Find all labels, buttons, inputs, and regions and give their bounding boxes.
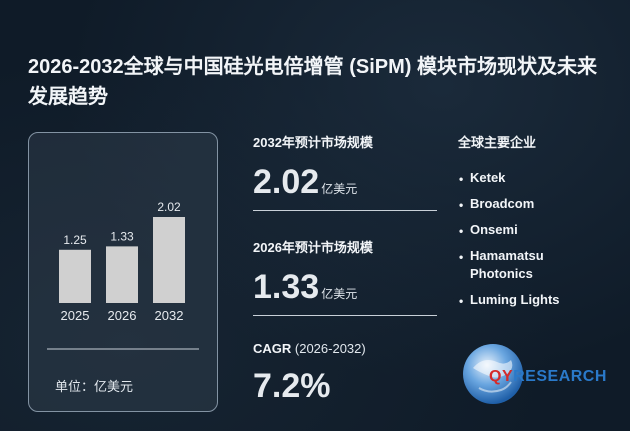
bullet-icon: • [459, 224, 464, 238]
bullet-icon: • [459, 294, 464, 308]
cagr-value: 7.2% [253, 367, 331, 405]
stat-2032-label: 2032年预计市场规模 [253, 135, 373, 150]
divider [253, 210, 437, 211]
stat-2032: 2032年预计市场规模 2.02 亿美元 [253, 132, 437, 211]
company-name: Broadcom [470, 196, 535, 211]
logo-part-research: RESEARCH [513, 368, 607, 385]
value-label: 1.25 [63, 233, 87, 247]
stat-2026: 2026年预计市场规模 1.33 亿美元 [253, 237, 437, 316]
chart-card: 1.25 2025 1.33 2026 2.02 2032 单位：亿美元 [28, 132, 218, 412]
divider [253, 315, 437, 316]
value-label: 1.33 [110, 229, 134, 243]
unit-label: 单位：亿美元 [55, 379, 134, 394]
stat-2032-value: 2.02 [253, 163, 320, 201]
company-item: • Broadcom [458, 195, 618, 213]
cagr-label: CAGR [253, 341, 292, 356]
company-item: • Hamamatsu Photonics [458, 247, 618, 283]
company-item: • Onsemi [458, 221, 618, 239]
cagr-period: (2026-2032) [291, 341, 366, 356]
logo-wordmark: QYRESEARCH [489, 368, 607, 386]
bullet-icon: • [459, 198, 464, 212]
stat-2032-unit: 亿美元 [321, 182, 358, 196]
bullet-icon: • [459, 250, 464, 264]
value-label: 2.02 [157, 200, 181, 214]
bar-2032 [153, 217, 185, 303]
stats-column: 2032年预计市场规模 2.02 亿美元 2026年预计市场规模 1.33 亿美元 … [253, 132, 437, 406]
company-item: • Luming Lights [458, 291, 618, 309]
stat-2026-label: 2026年预计市场规模 [253, 240, 373, 255]
company-name: Hamamatsu [470, 248, 544, 263]
category-label: 2032 [155, 308, 184, 323]
company-name: Onsemi [470, 222, 518, 237]
company-name-line2: Photonics [470, 266, 533, 281]
companies-header: 全球主要企业 [458, 135, 537, 150]
company-name: Luming Lights [470, 292, 560, 307]
bar-2026 [106, 246, 138, 303]
company-item: • Ketek [458, 169, 618, 187]
logo-part-qy: QY [489, 368, 514, 385]
qyresearch-logo: QYRESEARCH [459, 338, 609, 408]
category-label: 2026 [108, 308, 137, 323]
companies-column: 全球主要企业 • Ketek • Broadcom • Onsemi • Hamamatsu P… [458, 132, 618, 317]
stat-cagr: CAGR (2026-2032) 7.2% [253, 338, 437, 406]
bullet-icon: • [459, 172, 464, 186]
stat-2026-value: 1.33 [253, 268, 320, 306]
company-list: • Ketek • Broadcom • Onsemi • Hamamatsu Photonic… [458, 169, 618, 309]
stat-2026-unit: 亿美元 [321, 287, 358, 301]
category-label: 2025 [61, 308, 90, 323]
bar-chart: 1.25 2025 1.33 2026 2.02 2032 [47, 200, 199, 350]
company-name: Ketek [470, 170, 506, 185]
page-title: 2026-2032全球与中国硅光电倍增管 (SiPM) 模块市场现状及未来发展趋… [28, 56, 597, 108]
bar-2025 [59, 249, 91, 303]
globe-icon [463, 344, 523, 404]
